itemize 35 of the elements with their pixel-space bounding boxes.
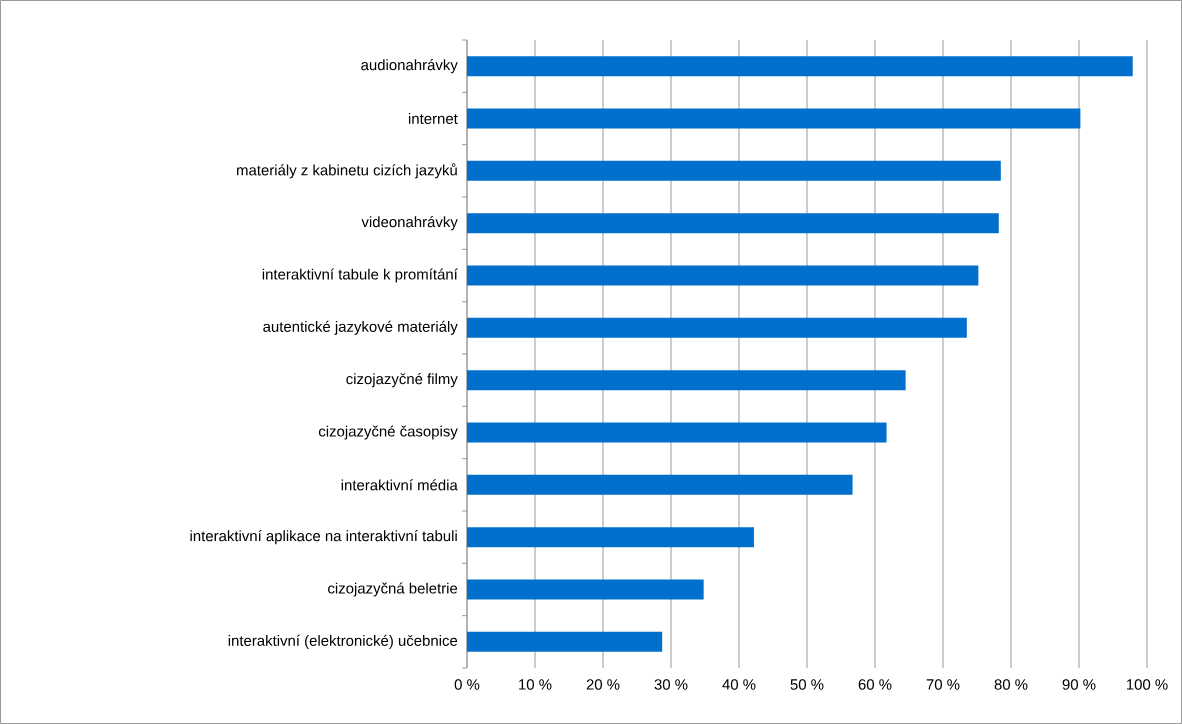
bar <box>467 474 853 495</box>
x-tick-label: 70 % <box>926 679 960 690</box>
bar <box>467 213 999 234</box>
bar <box>467 579 704 600</box>
y-tick-label: autentické jazykové materiály <box>263 320 458 335</box>
x-tick-label: 10 % <box>519 679 552 690</box>
bar <box>467 108 1081 129</box>
x-tick-label: 80 % <box>994 679 1028 690</box>
bar <box>467 370 906 391</box>
y-tick-label: materiály z kabinetu cizích jazyků <box>237 163 457 179</box>
x-tick-label: 90 % <box>1062 679 1096 690</box>
y-tick-label: interaktivní tabule k promítání <box>262 268 458 283</box>
y-tick-label: interaktivní média <box>341 479 458 491</box>
bar <box>467 56 1133 77</box>
x-tick-label: 40 % <box>722 679 756 690</box>
y-tick-label: cizojazyčná beletrie <box>328 582 458 597</box>
x-tick-label: 30 % <box>654 679 688 690</box>
x-tick-label: 20 % <box>586 679 620 690</box>
bar <box>467 631 663 652</box>
y-tick-label: interaktivní aplikace na interaktivní tabuli <box>190 530 457 545</box>
bar <box>467 527 754 548</box>
bar <box>467 265 979 286</box>
y-tick-label: internet <box>408 113 458 124</box>
y-tick-label: interaktivní (elektronické) učebnice <box>228 634 458 649</box>
y-tick-label: cizojazyčné filmy <box>346 373 458 388</box>
bar <box>467 160 1001 181</box>
y-tick-label: cizojazyčné časopisy <box>318 425 458 440</box>
x-tick-label: 0 % <box>454 679 480 690</box>
x-tick-label: 60 % <box>858 679 892 690</box>
bar <box>467 422 887 443</box>
y-tick-label: audionahrávky <box>361 59 458 74</box>
y-tick-label: videonahrávky <box>361 216 458 231</box>
x-tick-label: 50 % <box>790 679 824 690</box>
bar <box>467 317 967 338</box>
x-tick-label: 100 % <box>1126 679 1168 690</box>
